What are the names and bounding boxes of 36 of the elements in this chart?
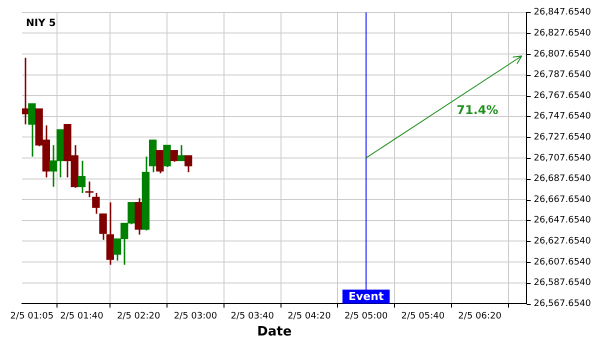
- y-tick-label: 26,747.6540: [534, 112, 592, 122]
- x-tick-label: 2/5 04:20: [288, 311, 332, 322]
- x-tick-label: 2/5 01:05: [10, 311, 54, 322]
- y-tick-label: 26,847.6540: [534, 8, 592, 18]
- y-tick-label: 26,827.6540: [534, 28, 592, 39]
- x-tick-label: 2/5 02:20: [116, 311, 160, 322]
- y-tick-label: 26,767.6540: [534, 90, 592, 101]
- y-tick-label: 26,707.6540: [534, 153, 592, 164]
- y-tick-label: 26,687.6540: [534, 174, 592, 184]
- x-tick-label: 2/5 05:00: [344, 311, 388, 322]
- y-tick-label: 26,627.6540: [534, 236, 592, 247]
- candlestick: [177, 144, 186, 162]
- x-axis-title: Date: [257, 324, 292, 340]
- y-tick-label: 26,787.6540: [534, 70, 592, 80]
- y-tick-label: 26,567.6540: [534, 298, 592, 309]
- y-tick-label: 26,807.6540: [534, 49, 592, 60]
- ref-line-label: Event: [348, 290, 384, 303]
- x-tick-label: 2/5 03:40: [230, 311, 274, 322]
- y-tick-label: 26,587.6540: [534, 278, 592, 288]
- x-tick-label: 2/5 06:20: [458, 311, 502, 322]
- text: NIY 5: [26, 18, 56, 29]
- candlestick: [163, 144, 171, 168]
- x-tick-label: 2/5 05:40: [401, 311, 445, 322]
- candlestick: [170, 150, 178, 163]
- x-tick-label: 2/5 03:00: [174, 311, 218, 322]
- candlestick: [156, 150, 164, 174]
- candlestick: [28, 102, 36, 158]
- y-tick-label: 26,667.6540: [534, 194, 592, 205]
- y-tick-label: 26,607.6540: [534, 257, 592, 268]
- y-tick-label: 26,727.6540: [534, 132, 592, 143]
- x-tick-label: 2/5 01:40: [60, 311, 104, 322]
- candlestick: [184, 154, 192, 173]
- candlestick: [22, 57, 29, 126]
- candlestick: [78, 160, 86, 194]
- annotation: 71.4%: [456, 102, 498, 117]
- y-tick-label: 26,647.6540: [534, 216, 592, 226]
